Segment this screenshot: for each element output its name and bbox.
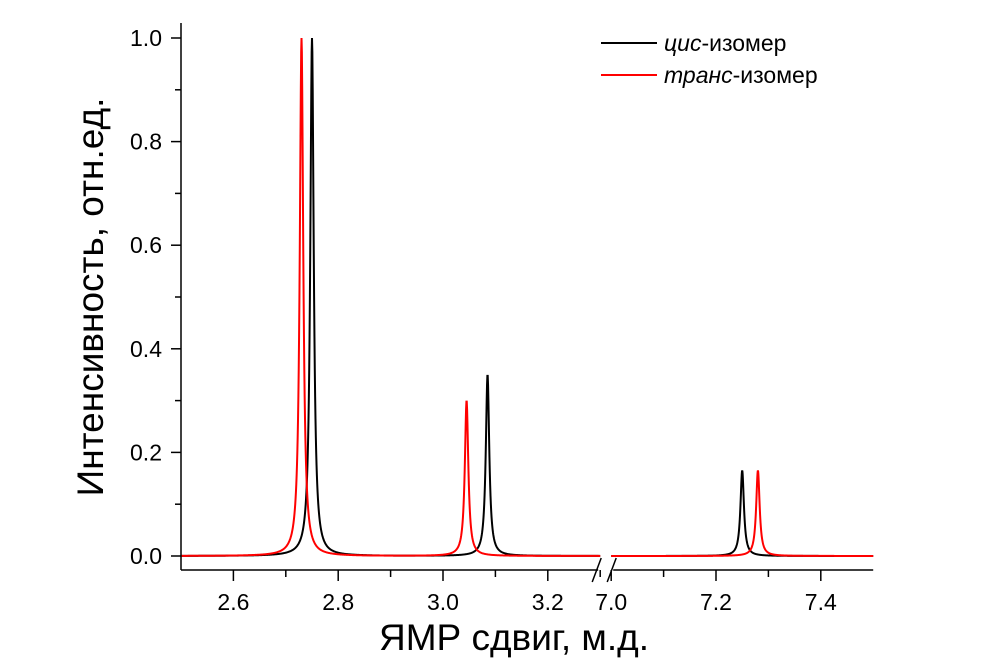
axes: 2.6 2.8 3.0 3.2 7.0 7.2 7.4 0.0 0.2 0.4 0.6 0.8 1.0	[130, 23, 874, 615]
y-tick-label: 0.6	[130, 232, 162, 258]
legend: цис-изомер транс-изомер	[601, 30, 818, 88]
x-tick-label: 3.2	[532, 589, 564, 615]
x-tick-label: 2.6	[217, 589, 249, 615]
y-tick-label: 0.8	[130, 129, 162, 155]
y-tick-label: 1.0	[130, 25, 162, 51]
x-axis-label: ЯМР сдвиг, м.д.	[379, 617, 649, 658]
x-tick-label: 7.4	[805, 589, 837, 615]
plot-area	[181, 37, 874, 557]
y-tick-label: 0.4	[130, 336, 162, 362]
series-line-1-segment-1	[611, 470, 874, 557]
series-line-1-segment-0	[181, 37, 601, 557]
series-line-0-segment-1	[611, 470, 874, 557]
x-tick-label: 7.0	[595, 589, 627, 615]
axis-break-mark	[591, 557, 602, 583]
legend-label-cis: цис-изомер	[664, 30, 786, 56]
y-tick-label: 0.2	[130, 439, 162, 465]
legend-label-trans: транс-изомер	[664, 62, 818, 88]
x-tick-label: 3.0	[427, 589, 459, 615]
y-tick-label: 0.0	[130, 543, 162, 569]
series-line-0-segment-0	[181, 37, 601, 557]
y-axis-label: Интенсивность, отн.ед.	[70, 98, 111, 497]
x-tick-label: 7.2	[700, 589, 732, 615]
x-tick-label: 2.8	[322, 589, 354, 615]
